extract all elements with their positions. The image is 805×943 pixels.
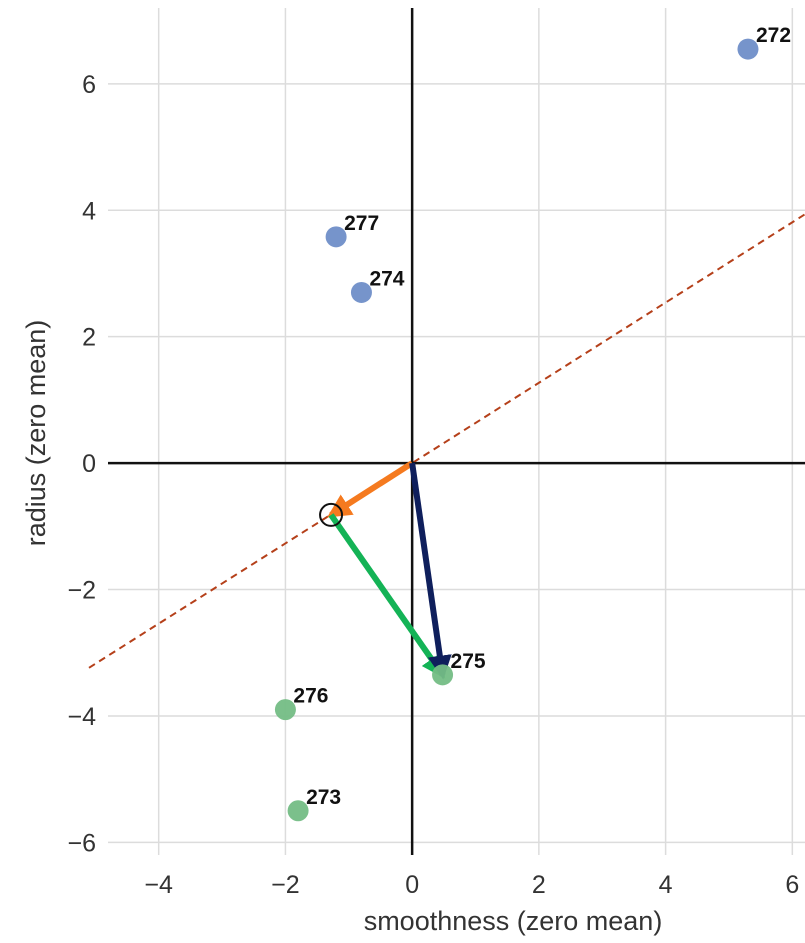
point-label: 274 [369,267,404,290]
projection-line [88,213,805,669]
point-label: 277 [344,212,379,235]
data-point [325,226,347,248]
data-point [287,800,309,822]
y-tick-label: −4 [67,703,96,731]
point-label: 272 [756,24,791,47]
grid [108,8,805,855]
x-tick-label: 2 [532,871,546,899]
data-point [737,38,759,60]
tick-labels: −4 −2 0 2 4 6 −6 −4 −2 0 2 4 6 [67,71,799,899]
x-tick-label: 4 [659,871,673,899]
x-tick-label: −2 [271,871,300,899]
y-tick-label: −2 [67,577,96,605]
point-label: 275 [451,650,486,673]
y-axis-label: radius (zero mean) [21,320,51,547]
data-vector [409,462,452,680]
point-label: 273 [306,786,341,809]
projection-vector [326,460,414,518]
data-point [274,699,296,721]
points-layer: 272 277 274 275 276 273 [274,24,791,822]
x-tick-label: 0 [405,871,419,899]
y-tick-label: 0 [82,450,96,478]
data-point [432,664,454,686]
point-label: 276 [293,685,328,708]
residual-vector [328,513,446,679]
data-point [350,281,372,303]
vectors-layer [326,460,452,680]
y-tick-label: 4 [82,197,96,225]
y-tick-label: −6 [67,829,96,857]
projected-point [319,502,344,527]
y-tick-label: 2 [82,324,96,352]
x-tick-label: 6 [785,871,799,899]
y-tick-label: 6 [82,71,96,99]
x-tick-label: −4 [144,871,173,899]
projection-line-layer [88,213,805,669]
zero-axes [108,8,805,855]
x-axis-label: smoothness (zero mean) [364,906,663,936]
